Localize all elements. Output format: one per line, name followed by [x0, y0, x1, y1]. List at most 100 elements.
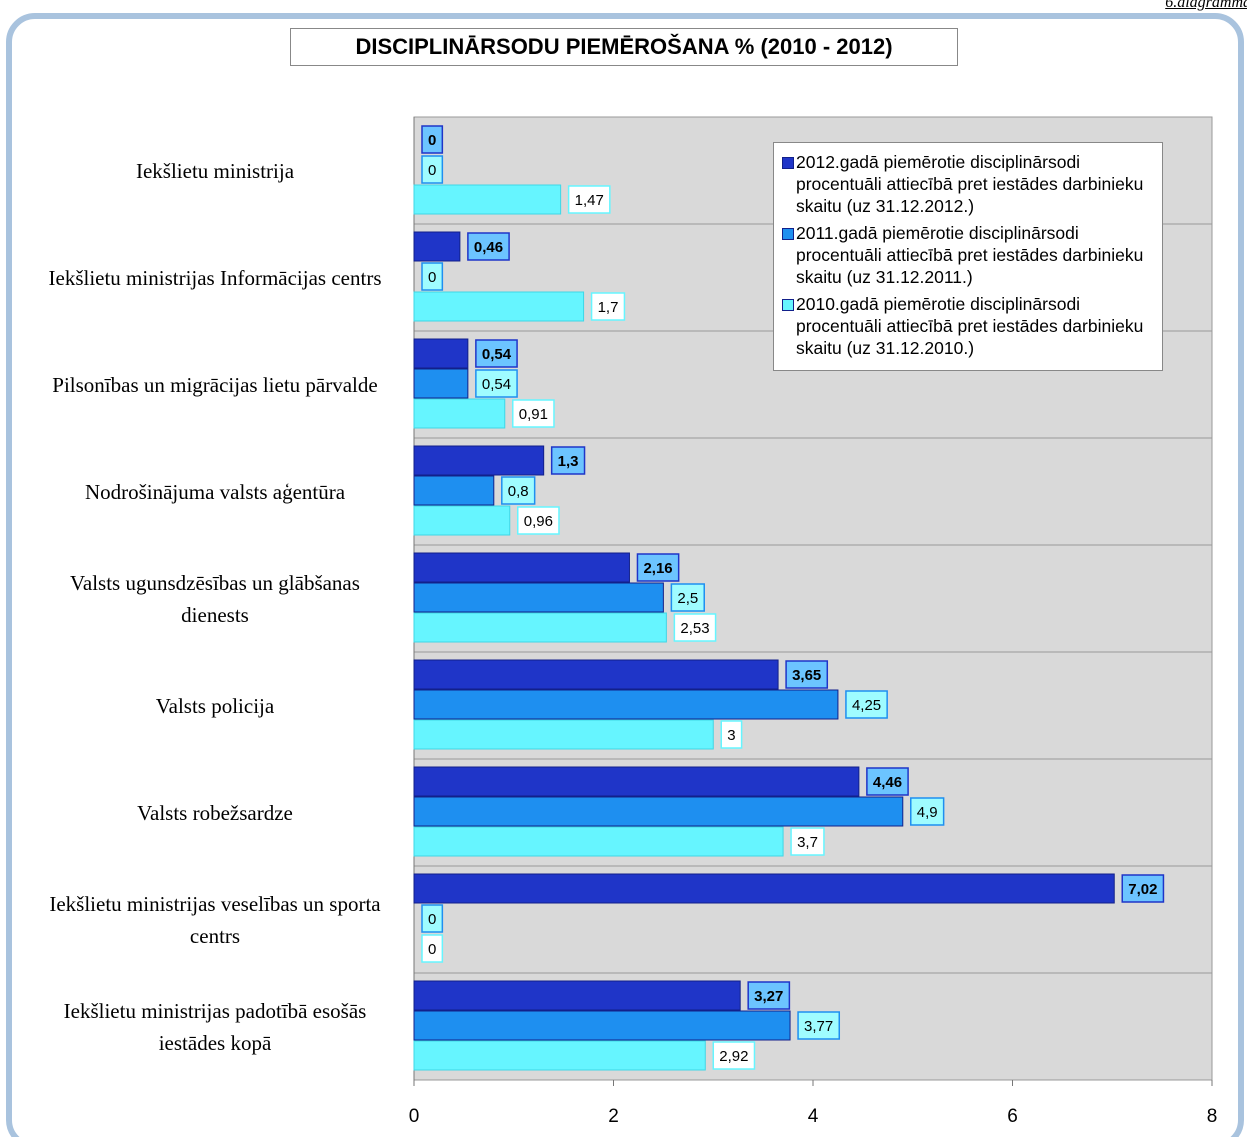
- value-label-text: 2,16: [643, 560, 672, 577]
- value-label-text: 4,9: [917, 804, 938, 821]
- value-label-text: 3,7: [797, 834, 818, 851]
- value-label: 0: [421, 155, 444, 184]
- x-tick-label: 8: [1207, 1106, 1218, 1127]
- value-label: 0,46: [467, 232, 510, 261]
- bar: [413, 552, 630, 583]
- value-label-box: [550, 446, 586, 475]
- bar: [413, 612, 667, 643]
- value-label-box: [421, 934, 444, 963]
- value-label-box: [512, 399, 555, 428]
- value-label-text: 3: [727, 727, 735, 744]
- legend-text: 2011.gadā piemērotie disciplinārsodi pro…: [796, 223, 1144, 287]
- category-label: Iekšlietu ministrijas veselības un sport…: [49, 891, 381, 948]
- bar: [413, 338, 469, 369]
- value-label-text: 2,53: [680, 620, 709, 637]
- value-label-text: 0,96: [524, 513, 553, 530]
- bar: [413, 659, 779, 690]
- value-label-text: 3,77: [804, 1018, 833, 1035]
- value-label-box: [467, 232, 510, 261]
- value-label: 7,02: [1121, 874, 1165, 903]
- value-label-box: [421, 904, 444, 933]
- value-label: 0: [421, 934, 444, 963]
- value-label-box: [712, 1041, 756, 1070]
- bar: [413, 291, 585, 322]
- category-label: Valsts policija: [155, 693, 275, 718]
- value-label: 3,7: [790, 827, 825, 856]
- value-label: 3,77: [797, 1011, 841, 1040]
- value-label-box: [421, 262, 444, 291]
- value-label-box: [720, 720, 743, 749]
- value-label-text: 0,54: [482, 346, 512, 363]
- value-label-text: 0: [428, 132, 436, 149]
- bar: [413, 505, 511, 536]
- value-label: 3: [720, 720, 743, 749]
- category-label: Valsts robežsardze: [137, 800, 293, 825]
- value-label-text: 0: [428, 941, 436, 958]
- value-label: 0: [421, 904, 444, 933]
- value-label-text: 1,3: [558, 453, 579, 470]
- bar: [413, 398, 506, 429]
- x-tick-label: 6: [1007, 1106, 1018, 1127]
- value-label-text: 3,65: [792, 667, 821, 684]
- value-label: 2,5: [670, 583, 705, 612]
- value-label-text: 3,27: [754, 988, 783, 1005]
- value-label: 1,47: [567, 185, 611, 214]
- value-label-box: [845, 690, 888, 719]
- bar: [413, 368, 469, 399]
- value-label: 3,27: [747, 981, 791, 1010]
- bar: [413, 689, 839, 720]
- category-label: Iekšlietu ministrijas padotībā esošās ie…: [63, 998, 367, 1055]
- value-label: 1,3: [550, 446, 586, 475]
- value-label-box: [866, 767, 909, 796]
- bar: [413, 1040, 706, 1071]
- legend-text: 2012.gadā piemērotie disciplinārsodi pro…: [796, 152, 1144, 216]
- bar: [413, 582, 664, 613]
- value-label-box: [785, 660, 829, 689]
- bar: [413, 184, 562, 215]
- bar: [413, 980, 741, 1011]
- value-label: 0,54: [475, 369, 518, 398]
- x-tick-label: 0: [409, 1106, 420, 1127]
- x-tick-label: 2: [608, 1106, 619, 1127]
- value-label-text: 4,46: [873, 774, 902, 791]
- value-label: 0: [421, 125, 444, 154]
- chart-title: DISCIPLINĀRSODU PIEMĒROŠANA % (2010 - 20…: [290, 28, 958, 66]
- value-label-text: 1,7: [598, 299, 619, 316]
- value-label-box: [567, 185, 611, 214]
- value-label: 0: [421, 262, 444, 291]
- value-label-box: [421, 155, 444, 184]
- category-label: Iekšlietu ministrija: [135, 158, 295, 183]
- value-label-box: [1121, 874, 1165, 903]
- value-label-box: [636, 553, 680, 582]
- value-label: 4,25: [845, 690, 888, 719]
- value-label-box: [790, 827, 825, 856]
- value-label-text: 4,25: [852, 697, 881, 714]
- value-label: 2,53: [673, 613, 717, 642]
- value-label-box: [747, 981, 791, 1010]
- value-label-box: [475, 339, 518, 368]
- category-label: Pilsonības un migrācijas lietu pārvalde: [52, 372, 378, 397]
- category-label: Nodrošinājuma valsts aģentūra: [84, 479, 346, 504]
- value-label: 4,46: [866, 767, 909, 796]
- value-label-text: 0,91: [519, 406, 548, 423]
- value-label-box: [910, 797, 945, 826]
- bar: [413, 1010, 791, 1041]
- value-label-box: [475, 369, 518, 398]
- value-label-text: 0,46: [474, 239, 503, 256]
- bar: [413, 766, 860, 797]
- legend-swatch: [782, 228, 794, 240]
- value-label-box: [590, 292, 626, 321]
- bar: [413, 231, 461, 262]
- value-label: 0,54: [475, 339, 518, 368]
- value-label-box: [673, 613, 717, 642]
- legend-entry: 2011.gadā piemērotie disciplinārsodi pro…: [782, 222, 1154, 288]
- value-label-text: 2,5: [677, 590, 698, 607]
- value-label-text: 0: [428, 162, 436, 179]
- legend-swatch: [782, 157, 794, 169]
- value-label-text: 1,47: [575, 192, 604, 209]
- bar: [413, 445, 545, 476]
- value-label-text: 0: [428, 269, 436, 286]
- bar: [413, 796, 904, 827]
- value-label-text: 7,02: [1128, 881, 1157, 898]
